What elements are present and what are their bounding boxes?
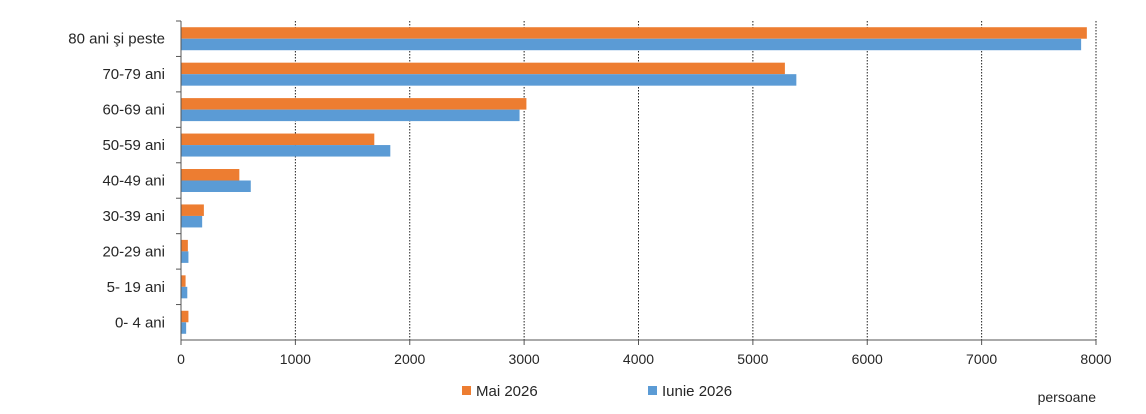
x-tick-labels: 0 1000 2000 3000 4000 5000 6000 7000 8000	[177, 351, 1112, 367]
bar-iunie-2026-1	[181, 74, 797, 86]
gridlines	[294, 21, 1097, 340]
bar-iunie-2026-3	[181, 145, 391, 157]
bar-mai-2026-8	[181, 310, 189, 323]
category-label: 20-29 ani	[102, 243, 165, 260]
category-label: 70-79 ani	[102, 66, 165, 83]
bar-iunie-2026-6	[181, 251, 189, 263]
legend-item-0: Mai 2026	[462, 383, 538, 400]
category-label: 80 ani şi peste	[68, 31, 165, 48]
bar-mai-2026-2	[181, 98, 527, 110]
bar-mai-2026-5	[181, 204, 204, 216]
bar-iunie-2026-8	[181, 322, 187, 334]
legend-swatch	[462, 386, 471, 395]
x-tick-label: 7000	[966, 351, 997, 367]
legend-label: Iunie 2026	[662, 383, 732, 400]
category-label: 40-49 ani	[102, 173, 165, 190]
bar-mai-2026-7	[181, 275, 186, 287]
category-label: 60-69 ani	[102, 102, 165, 119]
category-label: 30-39 ani	[102, 208, 165, 225]
x-tick-label: 6000	[852, 351, 883, 367]
bar-mai-2026-3	[181, 133, 375, 146]
bar-mai-2026-1	[181, 62, 785, 75]
bar-mai-2026-4	[181, 169, 240, 181]
category-label: 50-59 ani	[102, 137, 165, 154]
x-tick-label: 1000	[280, 351, 311, 367]
legend-item-1: Iunie 2026	[648, 383, 732, 400]
x-tick-label: 8000	[1080, 351, 1111, 367]
category-label: 5- 19 ani	[107, 279, 165, 296]
legend-label: Mai 2026	[476, 383, 538, 400]
bar-mai-2026-0	[181, 27, 1087, 39]
x-tick-label: 3000	[509, 351, 540, 367]
x-tick-label: 0	[177, 351, 185, 367]
bar-mai-2026-6	[181, 239, 188, 252]
category-labels: 80 ani şi peste 70-79 ani 60-69 ani 50-59 a…	[68, 31, 165, 332]
bar-iunie-2026-7	[181, 286, 188, 299]
x-tick-label: 2000	[394, 351, 425, 367]
bar-iunie-2026-5	[181, 215, 203, 228]
bars	[181, 27, 1087, 334]
x-tick-label: 5000	[737, 351, 768, 367]
bar-iunie-2026-0	[181, 38, 1082, 51]
legend-swatch	[648, 386, 657, 395]
legend: Mai 2026 Iunie 2026	[462, 383, 732, 400]
axes	[176, 20, 1097, 345]
category-label: 0- 4 ani	[115, 314, 165, 331]
bar-iunie-2026-2	[181, 109, 520, 122]
bar-iunie-2026-4	[181, 180, 251, 192]
x-tick-label: 4000	[623, 351, 654, 367]
x-axis-title: persoane	[1038, 389, 1097, 405]
